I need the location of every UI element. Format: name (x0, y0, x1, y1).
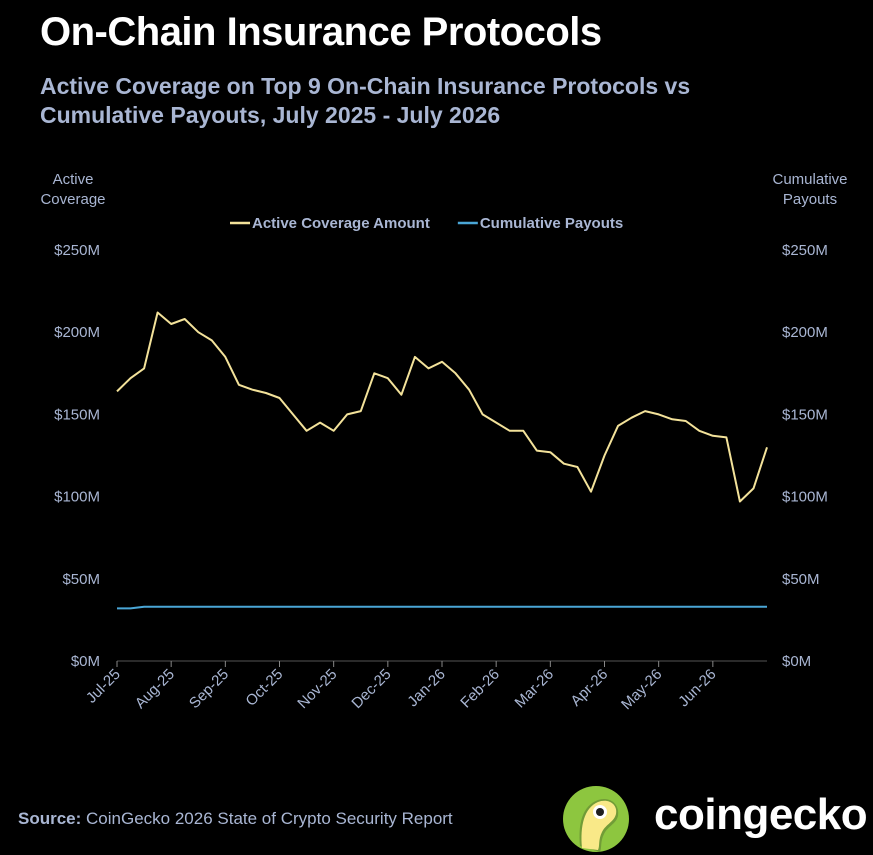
logo-gecko (581, 800, 617, 850)
chart-title: On-Chain Insurance Protocols (40, 10, 602, 54)
x-tick-label: Dec-25 (348, 666, 394, 712)
y-tick-label: $250M (54, 242, 100, 259)
x-tick-label: Jun-26 (675, 666, 719, 710)
y2-tick-label: $150M (782, 406, 828, 423)
logo-pupil (596, 808, 604, 816)
y-axis-label: Active Coverage (40, 171, 106, 208)
y2-tick-label: $50M (782, 571, 820, 588)
y2-axis-label: Cumulative Payouts (772, 171, 848, 208)
y-tick-label: $200M (54, 324, 100, 341)
y2-tick-label: $250M (782, 242, 828, 259)
y2-tick-label: $100M (782, 489, 828, 506)
source-label: Source: (18, 809, 82, 828)
brand-logo (563, 786, 629, 852)
x-tick-label: Jul-25 (83, 666, 124, 707)
y2-tick-label: $0M (782, 653, 811, 670)
x-tick-label: Apr-26 (567, 666, 611, 710)
x-tick-label: Nov-25 (294, 666, 340, 712)
x-tick-label: Feb-26 (457, 666, 503, 712)
x-tick-label: Oct-25 (242, 666, 286, 710)
series-line (117, 605, 767, 610)
source-note: Source: CoinGecko 2026 State of Crypto S… (18, 808, 468, 830)
x-tick-label: Jan-26 (404, 666, 448, 710)
series-line (116, 311, 768, 503)
x-tick-label: Mar-26 (512, 666, 558, 712)
y-tick-label: $100M (54, 489, 100, 506)
y2-tick-label: $200M (782, 324, 828, 341)
y-tick-label: $150M (54, 406, 100, 423)
x-tick-label: Aug-25 (132, 666, 178, 712)
source-text: CoinGecko 2026 State of Crypto Security … (86, 809, 453, 828)
chart-subtitle: Active Coverage on Top 9 On-Chain Insura… (40, 73, 691, 128)
chart: $0M $50M $100M $150M $200M $250M $0M $50M $100M $… (54, 215, 828, 713)
x-tick-label: May-26 (618, 666, 665, 713)
brand-name: coingecko (654, 790, 868, 839)
x-tick-label: Sep-25 (186, 666, 232, 712)
y-tick-label: $50M (62, 571, 100, 588)
legend-label: Cumulative Payouts (480, 215, 623, 232)
y-tick-label: $0M (71, 653, 100, 670)
legend-label: Active Coverage Amount (252, 215, 430, 232)
